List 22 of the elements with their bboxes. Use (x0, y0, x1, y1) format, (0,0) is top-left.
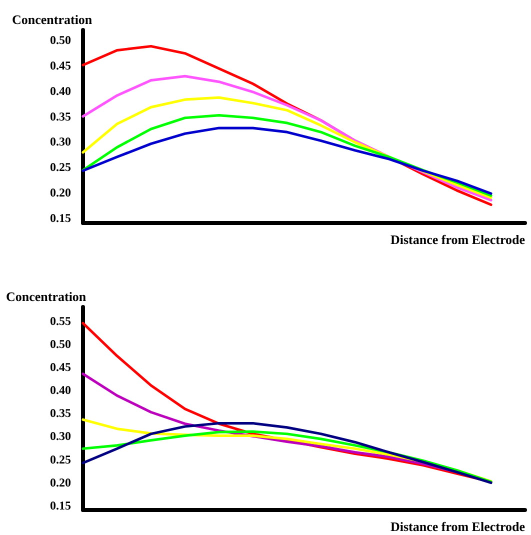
y-tick-label: 0.55 (50, 314, 71, 328)
y-tick-label: 0.35 (50, 109, 71, 124)
y-tick-label: 0.30 (50, 134, 71, 149)
x-axis-title: Distance from Electrode (390, 232, 526, 247)
y-tick-label: 0.35 (50, 406, 71, 420)
y-tick-label: 0.20 (50, 186, 71, 200)
y-axis-title: Concentration (12, 12, 93, 27)
line-series (82, 126, 492, 195)
y-tick-label: 0.50 (50, 336, 71, 351)
y-tick-label: 0.25 (50, 160, 71, 174)
y-tick-label: 0.15 (50, 498, 71, 512)
y-tick-label: 0.50 (50, 33, 71, 48)
y-tick-label: 0.30 (50, 429, 71, 444)
y-tick-label: 0.45 (50, 360, 71, 374)
y-tick-label: 0.40 (50, 84, 71, 98)
y-tick-label: 0.20 (50, 475, 71, 490)
y-axis-title: Concentration (6, 289, 87, 304)
y-tick-label: 0.40 (50, 383, 71, 398)
y-tick-label: 0.25 (50, 452, 71, 466)
y-tick-label: 0.15 (50, 210, 71, 225)
y-tick-label: 0.45 (50, 58, 71, 73)
x-axis-title: Distance from Electrode (390, 519, 526, 534)
